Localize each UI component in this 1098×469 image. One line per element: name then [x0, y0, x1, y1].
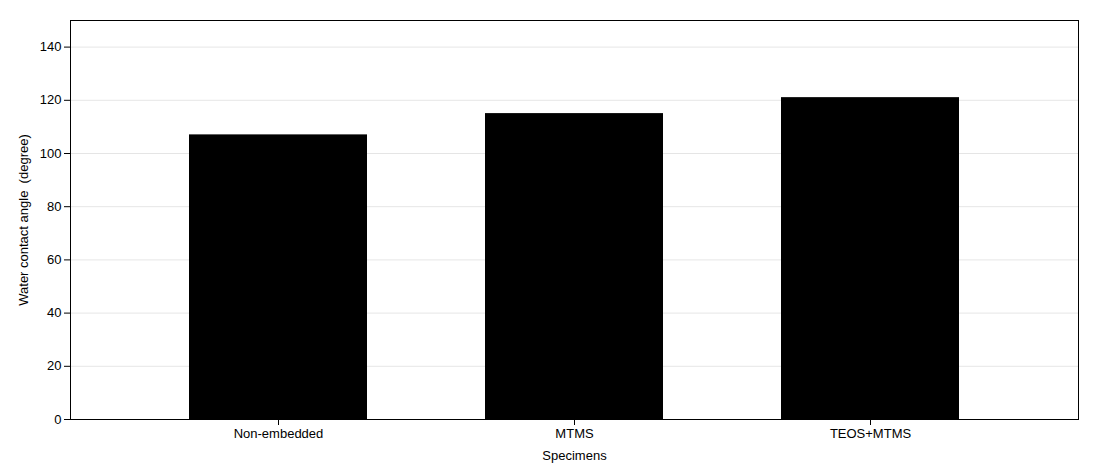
svg-text:40: 40	[47, 305, 61, 320]
svg-text:60: 60	[47, 252, 61, 267]
svg-text:20: 20	[47, 358, 61, 373]
svg-text:Non-embedded: Non-embedded	[234, 426, 324, 441]
svg-text:100: 100	[40, 146, 62, 161]
svg-text:TEOS+MTMS: TEOS+MTMS	[830, 426, 912, 441]
svg-text:120: 120	[40, 92, 62, 107]
svg-text:140: 140	[40, 39, 62, 54]
svg-text:Water contact angle (degree): Water contact angle (degree)	[16, 134, 31, 306]
svg-text:MTMS: MTMS	[555, 426, 594, 441]
svg-text:80: 80	[47, 199, 61, 214]
svg-text:Specimens: Specimens	[542, 448, 607, 463]
svg-text:0: 0	[54, 412, 61, 427]
